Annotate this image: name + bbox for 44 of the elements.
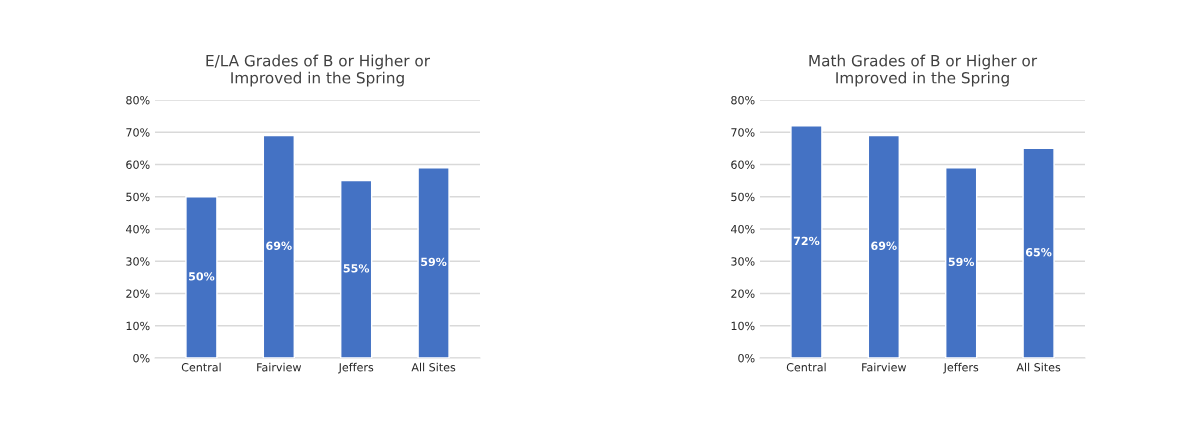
- bar: [1022, 147, 1055, 358]
- y-tick-label: 30%: [731, 257, 755, 266]
- y-tick-label: 80%: [126, 95, 150, 105]
- data-label: 69%: [266, 241, 292, 250]
- y-tick-label: 70%: [731, 128, 755, 137]
- bar: [790, 125, 823, 358]
- x-tick-label: All Sites: [1016, 362, 1061, 372]
- data-label: 55%: [343, 264, 370, 273]
- bar: [417, 167, 450, 358]
- bar: [945, 167, 978, 358]
- x-tick-label: Central: [786, 362, 826, 372]
- x-tick-label: Jeffers: [338, 362, 374, 374]
- y-tick-label: 60%: [731, 160, 755, 169]
- y-tick-label: 50%: [126, 192, 150, 202]
- y-tick-label: 60%: [126, 160, 150, 169]
- chart-title: Math Grades of B or Higher or Improved in the Spring: [809, 54, 1038, 87]
- y-tick-label: 10%: [731, 321, 755, 331]
- bar: [340, 179, 373, 358]
- chart-title: E/LA Grades of B or Higher or Improved in the Spring: [206, 54, 431, 87]
- y-tick-label: 20%: [731, 289, 755, 298]
- data-label: 59%: [421, 257, 447, 267]
- x-tick-label: Fairview: [862, 362, 907, 372]
- x-tick-label: Central: [181, 362, 221, 372]
- y-tick-label: 50%: [731, 192, 755, 202]
- bar: [185, 196, 218, 358]
- y-tick-label: 70%: [126, 128, 150, 137]
- bar: [262, 134, 295, 358]
- x-tick-label: Fairview: [257, 362, 302, 372]
- y-tick-label: 0%: [738, 353, 755, 363]
- data-label: 65%: [1025, 248, 1052, 257]
- bar: [867, 134, 900, 358]
- data-label: 69%: [871, 241, 897, 250]
- y-tick-label: 0%: [133, 353, 150, 363]
- y-tick-label: 40%: [125, 224, 150, 234]
- x-tick-label: All Sites: [411, 362, 456, 372]
- y-tick-label: 80%: [731, 95, 755, 105]
- x-tick-label: Jeffers: [943, 362, 979, 374]
- y-tick-label: 20%: [126, 289, 150, 298]
- data-label: 50%: [188, 272, 215, 281]
- data-label: 72%: [793, 236, 820, 246]
- y-tick-label: 40%: [730, 224, 755, 234]
- y-tick-label: 10%: [126, 321, 150, 331]
- y-tick-label: 30%: [126, 257, 150, 266]
- data-label: 59%: [948, 257, 975, 267]
